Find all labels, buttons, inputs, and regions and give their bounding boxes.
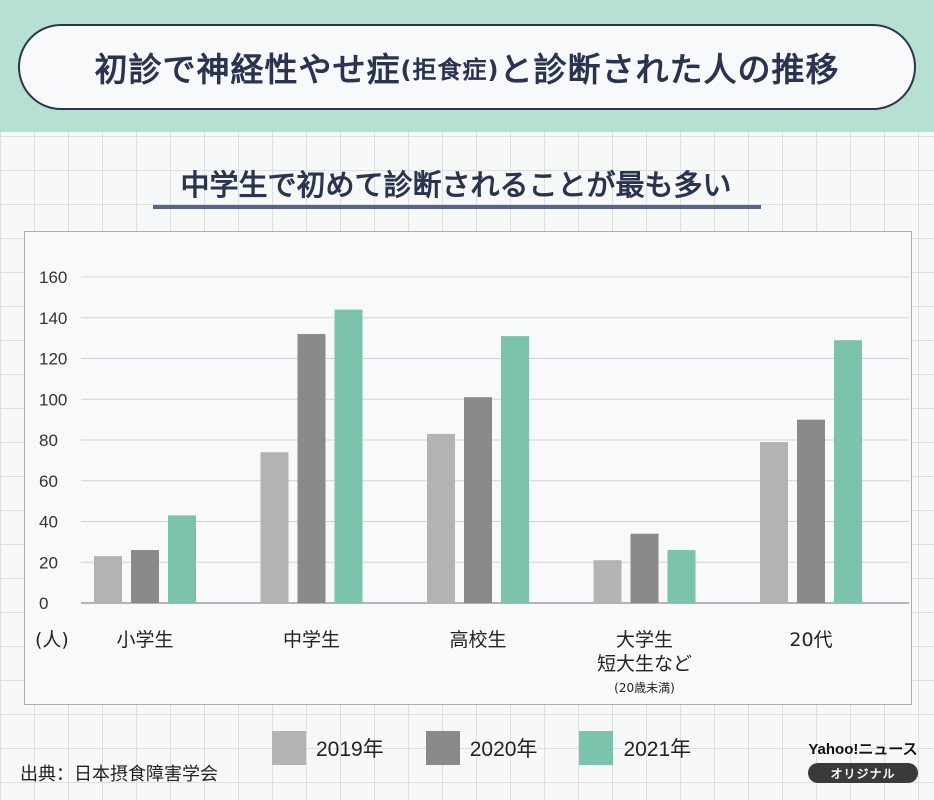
y-tick-label: 120 — [39, 350, 67, 369]
bar — [464, 397, 492, 603]
bar — [334, 309, 363, 603]
bar — [593, 560, 622, 603]
publisher-logo: Yahoo!ニュース オリジナル — [805, 738, 921, 783]
legend-label: 2021年 — [623, 738, 692, 761]
bar-chart: 0 20 40 60 80 100 120 140 160 (人) 小学生 中学生 高校生 大学生短大生な… — [35, 268, 909, 695]
legend-item: 2021年 — [579, 731, 691, 765]
x-category-label: 20代 — [789, 629, 832, 651]
title-paren: (拒食症) — [400, 55, 500, 84]
y-tick-label: 20 — [39, 553, 58, 572]
y-tick-label: 160 — [39, 268, 67, 287]
bar — [797, 419, 825, 603]
chart-subtitle: 中学生で初めて診断されることが最も多い — [180, 168, 732, 202]
logo-name: Yahoo!ニュース — [808, 741, 918, 758]
subtitle-underline — [153, 205, 761, 209]
bar — [501, 336, 529, 603]
bar — [297, 334, 326, 603]
y-tick-label: 0 — [39, 594, 48, 613]
source-note: 出典：日本摂食障害学会 — [20, 764, 218, 785]
bar — [667, 550, 696, 603]
title-tail: と診断された人の推移 — [499, 50, 840, 89]
x-category-label: 短大生など — [597, 653, 692, 675]
legend-item: 2020年 — [425, 731, 538, 765]
logo-badge: オリジナル — [808, 763, 918, 783]
x-category-label: 小学生 — [116, 629, 173, 651]
y-tick-label: 100 — [39, 390, 67, 409]
plot-panel: 0 20 40 60 80 100 120 140 160 (人) 小学生 中学生 高校生 大学生 短大生な… — [24, 231, 912, 705]
y-tick-label: 140 — [39, 309, 67, 328]
bar — [260, 452, 289, 603]
x-category-label: 高校生 — [449, 629, 506, 651]
y-tick-label: 80 — [39, 431, 58, 450]
bar — [630, 533, 659, 603]
y-tick-label: 60 — [39, 472, 58, 491]
page-title: 初診で神経性やせ症 (拒食症) と診断された人の推移 — [18, 24, 916, 110]
y-axis-label: (人) — [35, 629, 69, 651]
legend: 2019年 2020年 2021年 — [272, 728, 733, 768]
x-category-note: (20歳未満) — [614, 681, 675, 695]
bar — [131, 550, 159, 603]
legend-label: 2020年 — [469, 738, 538, 761]
bar — [427, 433, 455, 603]
legend-swatch — [272, 731, 306, 765]
bar — [834, 340, 862, 603]
legend-label: 2019年 — [316, 738, 384, 761]
bar — [760, 442, 788, 603]
legend-swatch — [425, 731, 460, 765]
title-main: 初診で神経性やせ症 — [94, 50, 401, 89]
bar — [94, 556, 122, 603]
bar — [168, 515, 196, 603]
x-category-label: 中学生 — [283, 629, 340, 651]
x-category-label: 大学生 — [616, 629, 673, 651]
legend-swatch — [579, 731, 614, 765]
y-tick-label: 40 — [39, 513, 58, 532]
legend-item: 2019年 — [272, 731, 384, 765]
